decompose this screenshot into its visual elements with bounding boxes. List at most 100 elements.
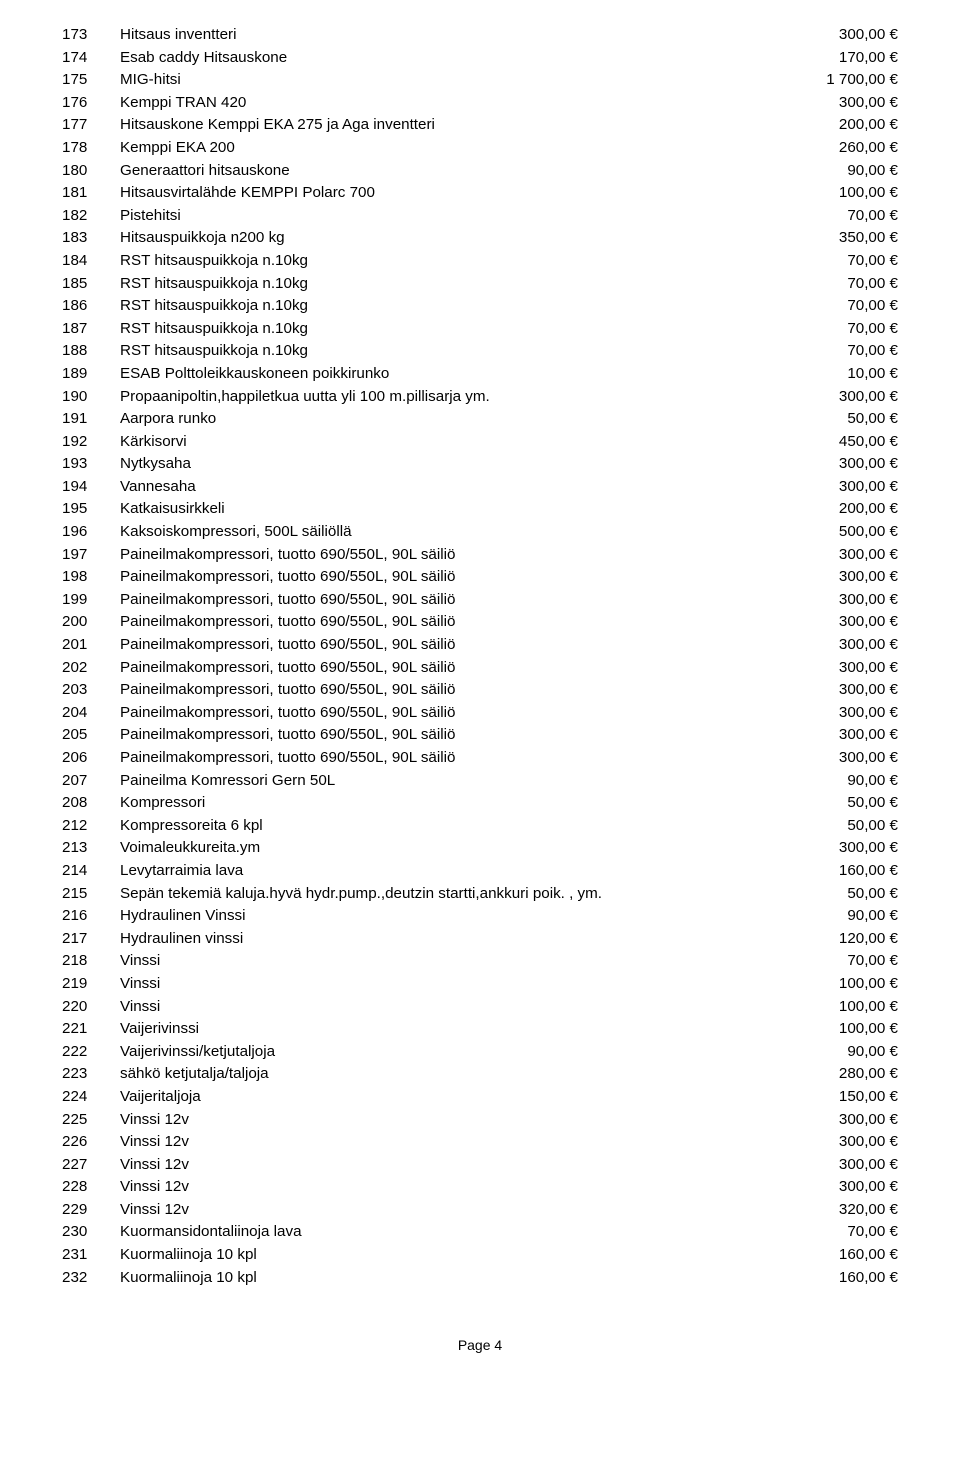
row-description: Vinssi 12v (120, 1154, 778, 1177)
row-description: Kuormansidontaliinoja lava (120, 1221, 778, 1244)
row-price: 100,00 € (778, 182, 898, 205)
table-row: 183Hitsauspuikkoja n200 kg350,00 € (62, 227, 898, 250)
row-price: 70,00 € (778, 250, 898, 273)
table-row: 189ESAB Polttoleikkauskoneen poikkirunko… (62, 363, 898, 386)
table-row: 230Kuormansidontaliinoja lava70,00 € (62, 1221, 898, 1244)
table-row: 195Katkaisusirkkeli200,00 € (62, 498, 898, 521)
table-row: 182Pistehitsi70,00 € (62, 205, 898, 228)
row-description: Propaanipoltin,happiletkua uutta yli 100… (120, 386, 778, 409)
row-number: 216 (62, 905, 120, 928)
row-price: 350,00 € (778, 227, 898, 250)
table-row: 220Vinssi100,00 € (62, 996, 898, 1019)
row-number: 183 (62, 227, 120, 250)
row-description: RST hitsauspuikkoja n.10kg (120, 250, 778, 273)
row-price: 300,00 € (778, 1131, 898, 1154)
row-description: Kompressoreita 6 kpl (120, 815, 778, 838)
price-list-table: 173Hitsaus inventteri300,00 €174Esab cad… (62, 24, 898, 1289)
row-price: 160,00 € (778, 1244, 898, 1267)
row-description: Hitsauspuikkoja n200 kg (120, 227, 778, 250)
row-description: Vaijeritaljoja (120, 1086, 778, 1109)
row-price: 300,00 € (778, 679, 898, 702)
row-number: 202 (62, 657, 120, 680)
table-row: 178Kemppi EKA 200260,00 € (62, 137, 898, 160)
row-description: Levytarraimia lava (120, 860, 778, 883)
table-row: 224Vaijeritaljoja150,00 € (62, 1086, 898, 1109)
row-description: Pistehitsi (120, 205, 778, 228)
row-description: MIG-hitsi (120, 69, 778, 92)
row-price: 50,00 € (778, 815, 898, 838)
row-description: Vinssi 12v (120, 1176, 778, 1199)
row-price: 90,00 € (778, 160, 898, 183)
row-price: 300,00 € (778, 724, 898, 747)
row-number: 195 (62, 498, 120, 521)
row-description: Paineilma Komressori Gern 50L (120, 770, 778, 793)
row-description: RST hitsauspuikkoja n.10kg (120, 340, 778, 363)
table-row: 217Hydraulinen vinssi120,00 € (62, 928, 898, 951)
row-description: sähkö ketjutalja/taljoja (120, 1063, 778, 1086)
row-number: 185 (62, 273, 120, 296)
row-description: Paineilmakompressori, tuotto 690/550L, 9… (120, 724, 778, 747)
table-row: 228Vinssi 12v300,00 € (62, 1176, 898, 1199)
row-number: 217 (62, 928, 120, 951)
row-price: 50,00 € (778, 883, 898, 906)
table-row: 174Esab caddy Hitsauskone170,00 € (62, 47, 898, 70)
row-number: 189 (62, 363, 120, 386)
row-number: 175 (62, 69, 120, 92)
row-description: RST hitsauspuikkoja n.10kg (120, 273, 778, 296)
table-row: 206Paineilmakompressori, tuotto 690/550L… (62, 747, 898, 770)
table-row: 173Hitsaus inventteri300,00 € (62, 24, 898, 47)
table-row: 190Propaanipoltin,happiletkua uutta yli … (62, 386, 898, 409)
row-description: Vannesaha (120, 476, 778, 499)
table-row: 194Vannesaha300,00 € (62, 476, 898, 499)
row-price: 300,00 € (778, 1109, 898, 1132)
row-description: Paineilmakompressori, tuotto 690/550L, 9… (120, 544, 778, 567)
table-row: 218Vinssi70,00 € (62, 950, 898, 973)
row-price: 70,00 € (778, 205, 898, 228)
table-row: 201Paineilmakompressori, tuotto 690/550L… (62, 634, 898, 657)
row-description: Kuormaliinoja 10 kpl (120, 1267, 778, 1290)
row-price: 300,00 € (778, 657, 898, 680)
row-price: 300,00 € (778, 589, 898, 612)
row-price: 70,00 € (778, 295, 898, 318)
row-number: 192 (62, 431, 120, 454)
row-price: 450,00 € (778, 431, 898, 454)
row-price: 300,00 € (778, 386, 898, 409)
row-price: 200,00 € (778, 498, 898, 521)
row-number: 208 (62, 792, 120, 815)
row-description: Hydraulinen Vinssi (120, 905, 778, 928)
row-price: 500,00 € (778, 521, 898, 544)
row-price: 260,00 € (778, 137, 898, 160)
row-number: 177 (62, 114, 120, 137)
table-row: 193Nytkysaha300,00 € (62, 453, 898, 476)
row-number: 224 (62, 1086, 120, 1109)
table-row: 223sähkö ketjutalja/taljoja280,00 € (62, 1063, 898, 1086)
row-description: Paineilmakompressori, tuotto 690/550L, 9… (120, 589, 778, 612)
row-price: 300,00 € (778, 747, 898, 770)
row-price: 50,00 € (778, 408, 898, 431)
row-number: 203 (62, 679, 120, 702)
row-number: 221 (62, 1018, 120, 1041)
row-description: Vinssi (120, 973, 778, 996)
row-number: 178 (62, 137, 120, 160)
row-description: Esab caddy Hitsauskone (120, 47, 778, 70)
row-number: 207 (62, 770, 120, 793)
row-description: Kemppi EKA 200 (120, 137, 778, 160)
row-price: 50,00 € (778, 792, 898, 815)
table-row: 221Vaijerivinssi100,00 € (62, 1018, 898, 1041)
row-description: ESAB Polttoleikkauskoneen poikkirunko (120, 363, 778, 386)
row-number: 201 (62, 634, 120, 657)
row-number: 213 (62, 837, 120, 860)
row-number: 205 (62, 724, 120, 747)
row-price: 150,00 € (778, 1086, 898, 1109)
table-row: 186RST hitsauspuikkoja n.10kg70,00 € (62, 295, 898, 318)
row-price: 300,00 € (778, 566, 898, 589)
row-description: Vinssi 12v (120, 1199, 778, 1222)
row-description: Hitsausvirtalähde KEMPPI Polarc 700 (120, 182, 778, 205)
table-row: 225Vinssi 12v300,00 € (62, 1109, 898, 1132)
row-description: RST hitsauspuikkoja n.10kg (120, 318, 778, 341)
row-description: Kaksoiskompressori, 500L säiliöllä (120, 521, 778, 544)
row-price: 300,00 € (778, 837, 898, 860)
table-row: 199Paineilmakompressori, tuotto 690/550L… (62, 589, 898, 612)
row-number: 173 (62, 24, 120, 47)
row-number: 186 (62, 295, 120, 318)
